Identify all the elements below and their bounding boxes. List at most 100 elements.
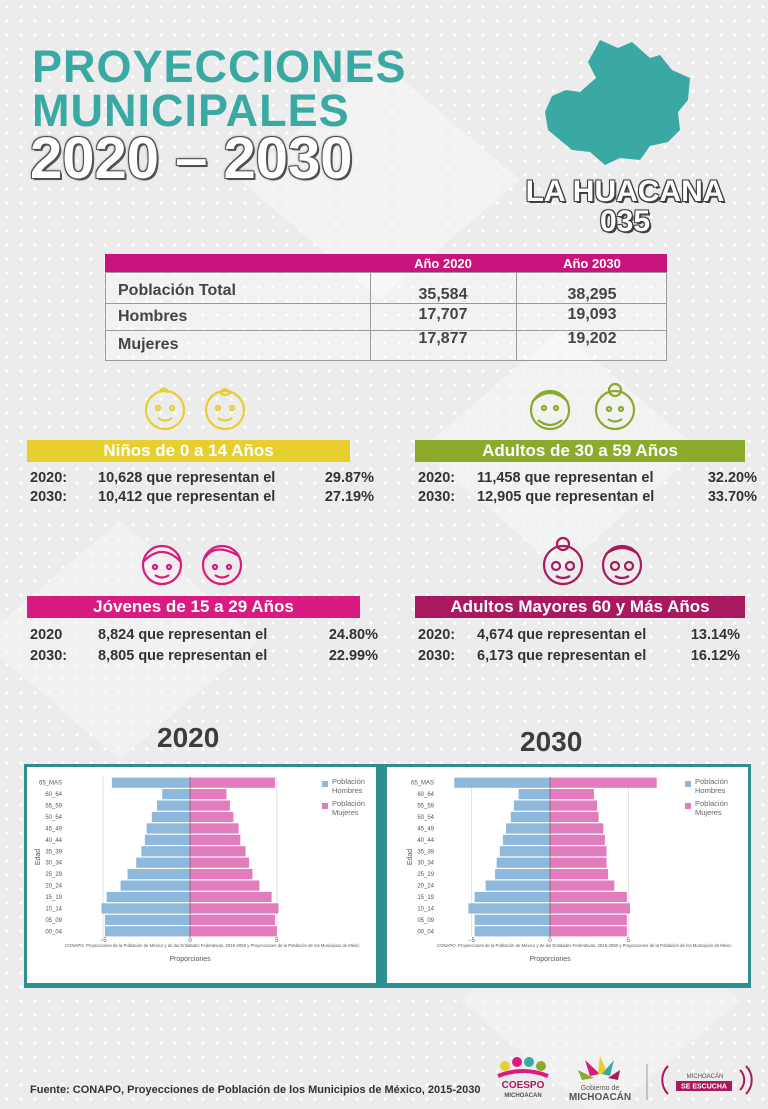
cell: 17,707	[418, 306, 468, 323]
group-percent: 22.99%	[328, 648, 378, 664]
bar	[550, 789, 594, 800]
bar	[101, 903, 190, 914]
logo-text: COESPO	[502, 1080, 545, 1091]
bar	[157, 800, 190, 811]
group-year: 2030:	[30, 489, 68, 505]
bar	[190, 903, 279, 914]
y-tick-label: 60_64	[417, 792, 434, 798]
bar	[190, 777, 276, 788]
bar	[141, 846, 190, 857]
cell: 38,295	[567, 286, 617, 303]
group-title: Adultos Mayores 60 y Más Años	[415, 596, 745, 618]
bar	[550, 880, 615, 891]
y-tick-label: 40_44	[417, 838, 434, 844]
bar	[474, 891, 550, 903]
group-text: 6,173 que representan el	[477, 648, 647, 664]
y-tick-label: 05_09	[45, 918, 62, 924]
group-text: 8,824 que representan el	[98, 627, 268, 643]
bar	[506, 823, 550, 834]
legend-label: Población Hombres	[332, 777, 365, 795]
bar	[104, 926, 190, 937]
legend-label: Población Hombres	[695, 777, 728, 795]
y-tick-label: 60_64	[45, 792, 62, 798]
bar	[474, 914, 550, 925]
y-tick-label: 35_39	[417, 849, 434, 855]
y-tick-label: 30_34	[45, 861, 62, 867]
group-text: 10,412 que representan el	[98, 489, 276, 505]
group-percent: 24.80%	[328, 627, 378, 643]
y-tick-label: 15_19	[45, 895, 62, 901]
note: CONAPO. Proyecciones de la Población de …	[65, 943, 360, 948]
group-percent: 27.19%	[324, 489, 374, 505]
y-axis-label: Edad	[407, 849, 414, 865]
y-axis-label: Edad	[35, 849, 42, 865]
bar	[550, 777, 657, 788]
y-tick-label: 20_24	[45, 884, 62, 890]
group-year: 2030:	[30, 648, 68, 664]
x-axis-label: Proporciones	[169, 956, 211, 963]
bar	[136, 857, 190, 868]
group-year: 2020	[30, 627, 63, 643]
logo-text: MICHOACAN	[504, 1093, 541, 1099]
logo-coespo: COESPO MICHOACAN	[497, 1057, 549, 1099]
group-title: Jóvenes de 15 a 29 Años	[27, 596, 360, 618]
table-body	[105, 272, 667, 361]
bar	[518, 789, 550, 800]
bar	[468, 903, 550, 914]
y-tick-label: 40_44	[45, 838, 62, 844]
logo-text: Gobierno de	[581, 1085, 620, 1092]
table-header	[105, 254, 667, 272]
map	[545, 40, 690, 165]
bar	[550, 903, 631, 914]
bar	[550, 834, 605, 845]
bar	[550, 800, 598, 811]
bar	[190, 926, 277, 937]
group-title: Niños de 0 a 14 Años	[27, 440, 350, 462]
bar	[151, 811, 190, 823]
legend-swatch	[322, 803, 328, 809]
x-tick-label: −5	[100, 938, 108, 944]
y-tick-label: 50_54	[417, 815, 434, 821]
bar	[499, 846, 550, 857]
table-column-header: Año 2030	[563, 256, 621, 271]
y-tick-label: 35_39	[45, 849, 62, 855]
group-year: 2020:	[30, 470, 68, 486]
group-text: 10,628 que representan el	[98, 470, 276, 486]
bar	[502, 834, 550, 845]
bar	[550, 914, 627, 925]
bar	[190, 811, 234, 823]
chart-title: 2030	[520, 726, 583, 757]
bar	[104, 914, 190, 925]
bar	[474, 926, 550, 937]
note: CONAPO. Proyecciones de la Población de …	[437, 943, 732, 948]
group-text: 4,674 que representan el	[477, 627, 647, 643]
bar	[190, 914, 276, 925]
bar	[190, 846, 246, 857]
bar	[190, 800, 230, 811]
cell: 35,584	[418, 286, 468, 303]
chart-title: 2020	[157, 722, 220, 753]
bar	[485, 880, 550, 891]
group-text: 8,805 que representan el	[98, 648, 268, 664]
y-tick-label: 55_59	[45, 804, 62, 810]
title-years: 2020 – 2030	[30, 126, 353, 191]
bar	[190, 891, 272, 903]
bar	[190, 834, 241, 845]
x-tick-label: 5	[275, 938, 279, 944]
logo-text: MICHOACÁN	[569, 1090, 631, 1103]
y-tick-label: 15_19	[417, 895, 434, 901]
legend-swatch	[685, 781, 691, 787]
legend-swatch	[322, 781, 328, 787]
bar	[190, 869, 253, 880]
bar	[513, 800, 550, 811]
table-divider	[106, 330, 666, 331]
group-percent: 29.87%	[324, 470, 374, 486]
y-tick-label: 25_29	[417, 872, 434, 878]
x-tick-label: 0	[548, 938, 552, 944]
bar	[550, 891, 627, 903]
bar	[550, 823, 604, 834]
row-label: Mujeres	[118, 336, 179, 353]
y-tick-label: 05_09	[417, 918, 434, 924]
